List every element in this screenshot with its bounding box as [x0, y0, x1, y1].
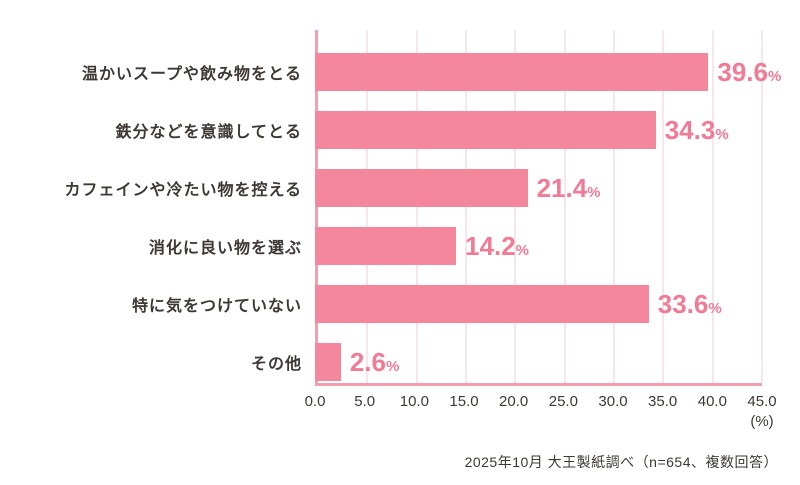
x-tick-label: 20.0 [499, 393, 529, 410]
bar-row: カフェインや冷たい物を控える 21.4% [0, 159, 762, 217]
axis-unit-label: (%) [750, 413, 774, 430]
x-tick-label: 45.0 [747, 393, 777, 410]
category-label: 温かいスープや飲み物をとる [81, 66, 302, 83]
category-label: その他 [250, 356, 302, 373]
bar-track: 33.6% [315, 285, 762, 323]
x-tick-label: 10.0 [399, 393, 429, 410]
bar-rows: 温かいスープや飲み物をとる 39.6% 鉄分などを意識してとる 34.3% カフェインや… [0, 43, 781, 391]
x-tick-label: 5.0 [354, 393, 376, 410]
bar [315, 53, 709, 91]
value-label: 21.4% [536, 173, 601, 203]
bar-row: 温かいスープや飲み物をとる 39.6% [0, 43, 781, 101]
x-axis: 0.0 5.0 10.0 15.0 20.0 25.0 30.0 35.0 40.0 45.0 [305, 393, 777, 413]
bar [315, 227, 457, 265]
x-tick-label: 40.0 [697, 393, 727, 410]
x-tick-label: 0.0 [304, 393, 326, 410]
percent-suffix: % [385, 358, 400, 375]
value-label: 14.2% [465, 231, 529, 261]
source-note: 2025年10月 大王製紙調べ（n=654、複数回答） [464, 454, 778, 470]
category-label: 特に気をつけていない [131, 298, 302, 315]
gridline [761, 30, 763, 383]
percent-suffix: % [767, 68, 782, 85]
bar [315, 285, 649, 323]
value-label: 39.6% [717, 57, 782, 87]
bar [315, 169, 528, 207]
percent-suffix: % [715, 126, 729, 143]
percent-suffix: % [708, 300, 722, 317]
x-tick-label: 25.0 [548, 393, 578, 410]
bar [315, 111, 656, 149]
category-label: 鉄分などを意識してとる [115, 124, 302, 141]
gridline [563, 30, 566, 383]
bar-track: 34.3% [315, 111, 762, 149]
x-tick-label: 35.0 [648, 393, 678, 410]
gridline [662, 30, 665, 383]
value-label: 2.6% [349, 347, 400, 377]
bar-track: 2.6% [315, 343, 762, 381]
x-tick-label: 30.0 [598, 393, 628, 410]
category-label: カフェインや冷たい物を控える [64, 182, 302, 199]
percent-suffix: % [515, 242, 529, 259]
bar-track: 14.2% [315, 227, 762, 265]
percent-suffix: % [587, 184, 601, 201]
bar-row: その他 2.6% [0, 333, 762, 391]
bar-row: 特に気をつけていない 33.6% [0, 275, 762, 333]
gridline [711, 30, 714, 383]
bar-track: 21.4% [315, 169, 762, 207]
bar-row: 鉄分などを意識してとる 34.3% [0, 101, 762, 159]
bar-row: 消化に良い物を選ぶ 14.2% [0, 217, 762, 275]
value-label: 34.3% [664, 115, 729, 145]
bar [315, 343, 341, 381]
category-label: 消化に良い物を選ぶ [148, 240, 302, 257]
bar-track: 39.6% [315, 53, 781, 91]
gridline [612, 30, 615, 383]
value-label: 33.6% [657, 289, 722, 319]
x-tick-label: 15.0 [449, 393, 479, 410]
